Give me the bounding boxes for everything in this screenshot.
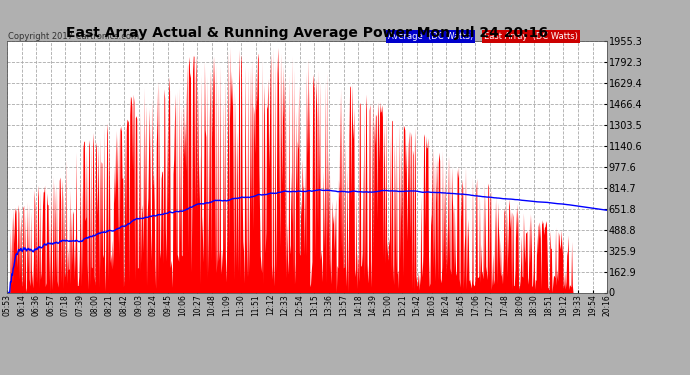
Text: Copyright 2017 Cartronics.com: Copyright 2017 Cartronics.com — [8, 32, 139, 41]
Text: East Array  (DC Watts): East Array (DC Watts) — [484, 32, 578, 41]
Text: Average  (DC Watts): Average (DC Watts) — [388, 32, 473, 41]
Title: East Array Actual & Running Average Power Mon Jul 24 20:16: East Array Actual & Running Average Powe… — [66, 26, 548, 40]
